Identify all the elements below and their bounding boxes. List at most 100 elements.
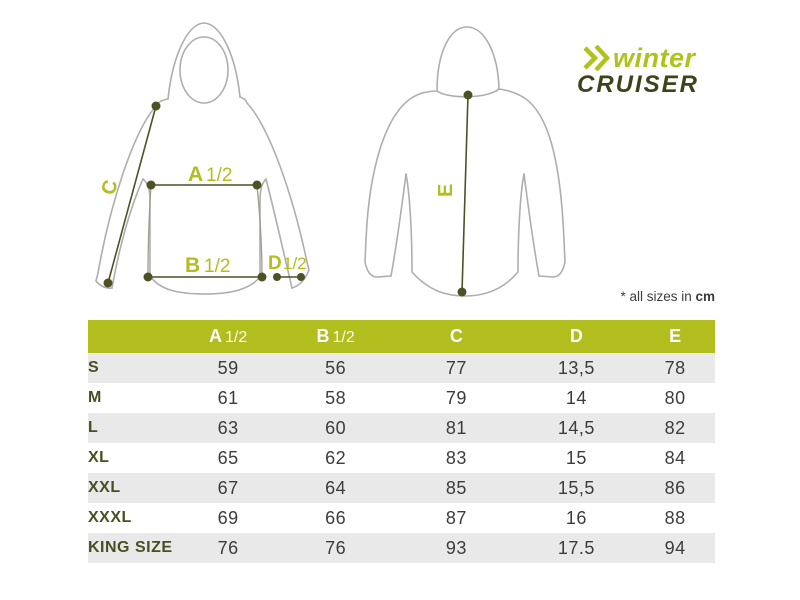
value-e: 78 <box>664 357 686 378</box>
table-row-l: L 63 60 81 14,5 82 <box>88 413 715 443</box>
size-label: XXL <box>88 479 121 496</box>
front-left-sleeve-inner <box>111 178 144 289</box>
value-e: 84 <box>664 447 686 468</box>
value-c: 93 <box>445 537 467 558</box>
value-b: 66 <box>325 507 347 528</box>
header-letter-a: A <box>208 326 222 346</box>
value-e: 82 <box>664 417 686 438</box>
value-a: 61 <box>217 387 239 408</box>
value-d: 17.5 <box>557 537 595 558</box>
dot-a-left <box>146 180 156 190</box>
header-letter-e: E <box>669 326 682 346</box>
value-d: 14,5 <box>557 417 595 438</box>
value-d: 14 <box>565 387 587 408</box>
measure-line-c <box>107 105 157 284</box>
value-a: 69 <box>217 507 239 528</box>
header-frac-a: 1/2 <box>224 329 248 346</box>
dot-a-right <box>252 180 262 190</box>
header-cell-a: A 1/2 <box>180 320 277 353</box>
value-a: 59 <box>217 357 239 378</box>
measurement-diagram: A 1/2 B 1/2 C D 1/2 E <box>95 22 566 297</box>
value-b: 76 <box>325 537 347 558</box>
value-c: 77 <box>445 357 467 378</box>
back-hood-outline <box>436 26 500 92</box>
value-d: 15 <box>565 447 587 468</box>
value-b: 56 <box>325 357 347 378</box>
brand-logo: winter CRUISER <box>577 44 699 98</box>
measure-box-connectors <box>147 184 263 278</box>
front-left-sleeve <box>95 98 169 289</box>
header-cell-e: E <box>635 320 715 353</box>
label-b: B <box>185 254 200 277</box>
value-c: 79 <box>445 387 467 408</box>
header-letter-c: C <box>449 326 463 346</box>
brand-arrow-icon <box>583 45 610 71</box>
value-a: 76 <box>217 537 239 558</box>
value-b: 62 <box>325 447 347 468</box>
size-label: S <box>88 359 100 376</box>
table-row-m: M 61 58 79 14 80 <box>88 383 715 413</box>
label-c: C <box>98 178 123 198</box>
dot-c-top <box>151 101 161 111</box>
header-cell-b: B 1/2 <box>276 320 396 353</box>
front-head-opening <box>179 36 229 104</box>
value-d: 15,5 <box>557 477 595 498</box>
units-note: * all sizes in cm <box>620 289 715 304</box>
value-a: 63 <box>217 417 239 438</box>
value-e: 80 <box>664 387 686 408</box>
front-body <box>142 178 267 295</box>
dot-e-top <box>463 90 473 100</box>
value-e: 86 <box>664 477 686 498</box>
dot-b-right <box>257 272 267 282</box>
value-b: 64 <box>325 477 347 498</box>
measure-dots <box>103 90 473 297</box>
value-e: 94 <box>664 537 686 558</box>
label-b-frac: 1/2 <box>204 256 230 277</box>
front-hood-outline <box>167 22 241 100</box>
header-cell-d: D <box>517 320 636 353</box>
table-row-king-size: KING SIZE 76 76 93 17.5 94 <box>88 533 715 563</box>
measure-connector-right <box>256 184 263 278</box>
measure-labels: A 1/2 B 1/2 C D 1/2 E <box>98 163 457 277</box>
header-frac-b: 1/2 <box>332 329 355 346</box>
units-note-text: * all sizes in <box>620 289 692 304</box>
dot-e-bottom <box>457 287 467 297</box>
brand-word-winter: winter <box>613 43 696 73</box>
label-a-frac: 1/2 <box>206 165 232 186</box>
value-b: 58 <box>325 387 347 408</box>
value-a: 67 <box>217 477 239 498</box>
value-e: 88 <box>664 507 686 528</box>
label-e: E <box>435 184 457 197</box>
label-a: A <box>188 163 203 186</box>
size-table: A 1/2 B 1/2 C D E S 59 56 77 13,5 78 M 61 … <box>88 320 715 563</box>
size-label: XXXL <box>88 509 132 526</box>
back-left-sleeve <box>364 90 438 278</box>
brand-word-cruiser: CRUISER <box>577 71 700 98</box>
label-d: D <box>268 253 282 274</box>
value-c: 85 <box>445 477 467 498</box>
dot-d-left <box>273 273 281 281</box>
back-body <box>405 173 525 297</box>
back-jacket-outline <box>364 26 566 297</box>
dot-d-right <box>297 273 305 281</box>
value-c: 81 <box>445 417 467 438</box>
size-label: M <box>88 389 102 406</box>
brand-logo-row: winter <box>582 44 699 72</box>
back-right-sleeve <box>498 88 566 278</box>
value-d: 16 <box>565 507 587 528</box>
size-table-body: S 59 56 77 13,5 78 M 61 58 79 14 80 L 63… <box>88 353 715 563</box>
value-d: 13,5 <box>557 357 595 378</box>
measure-connector-left <box>147 184 152 278</box>
size-label: KING SIZE <box>88 539 173 556</box>
header-row: A 1/2 B 1/2 C D E <box>88 320 715 353</box>
units-note-unit: cm <box>695 289 715 304</box>
header-cell-c: C <box>395 320 518 353</box>
value-c: 87 <box>445 507 467 528</box>
size-label: XL <box>88 449 110 466</box>
value-c: 83 <box>445 447 467 468</box>
label-d-frac: 1/2 <box>283 254 307 273</box>
back-left-sleeve-inner <box>390 173 407 277</box>
measure-line-e <box>461 94 469 293</box>
size-label: L <box>88 419 99 436</box>
